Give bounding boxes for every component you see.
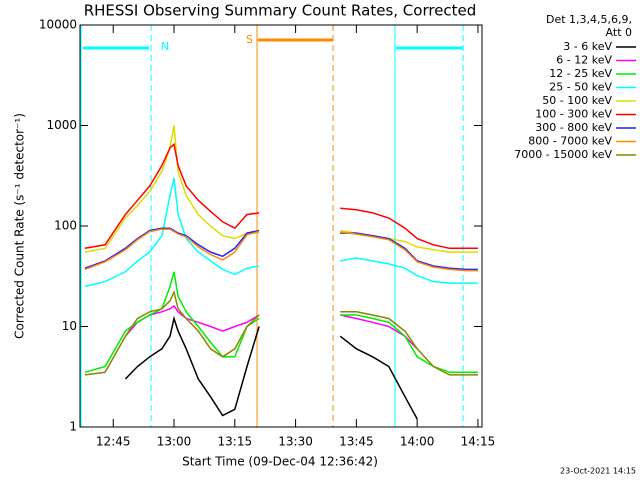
y-tick-label: 10000 xyxy=(39,18,77,32)
series-line xyxy=(84,125,478,253)
series-line xyxy=(84,142,478,250)
y-tick-label: 100 xyxy=(54,219,77,233)
x-axis-label: Start Time (09-Dec-04 12:36:42) xyxy=(182,455,378,469)
x-tick-label: 13:30 xyxy=(278,435,313,449)
x-tick-label: 13:15 xyxy=(218,435,253,449)
legend-label: 50 - 100 keV xyxy=(542,94,612,107)
x-tick-label: 13:45 xyxy=(339,435,374,449)
time-intervals: N S xyxy=(80,25,464,427)
series-line xyxy=(84,271,478,374)
x-tick-label: 14:15 xyxy=(461,435,496,449)
series-line xyxy=(84,228,478,272)
annotation: N xyxy=(161,40,169,53)
x-tick-label: 14:00 xyxy=(400,435,435,449)
x-tick-label: 12:45 xyxy=(96,435,131,449)
y-tick-label: 1 xyxy=(69,420,77,434)
chart-title: RHESSI Observing Summary Count Rates, Co… xyxy=(84,2,477,20)
series-line xyxy=(84,227,478,271)
series-line xyxy=(84,289,478,376)
legend-label: 300 - 800 keV xyxy=(535,121,612,134)
y-tick-label: 10 xyxy=(62,319,77,333)
legend-label: 100 - 300 keV xyxy=(535,108,612,121)
legend-label: 6 - 12 keV xyxy=(556,54,612,67)
footer-date: 23-Oct-2021 14:15 xyxy=(560,467,636,476)
legend-label: 3 - 6 keV xyxy=(563,40,612,53)
x-tick-label: 13:00 xyxy=(157,435,192,449)
series-line xyxy=(84,177,478,288)
plot-frame xyxy=(79,24,483,428)
annotation: S xyxy=(246,33,253,46)
detector-note: Att 0 xyxy=(606,26,632,39)
y-axis-label: Corrected Count Rate (s⁻¹ detector⁻¹) xyxy=(13,113,27,339)
legend-label: 25 - 50 keV xyxy=(549,81,612,94)
legend-label: 7000 - 15000 keV xyxy=(514,148,612,161)
series-line xyxy=(124,304,418,350)
series-line xyxy=(124,315,418,420)
y-tick-label: 1000 xyxy=(46,118,77,132)
legend-label: 12 - 25 keV xyxy=(549,67,612,80)
legend-label: 800 - 7000 keV xyxy=(528,135,612,148)
detector-note: Det 1,3,4,5,6,9, xyxy=(546,13,632,26)
